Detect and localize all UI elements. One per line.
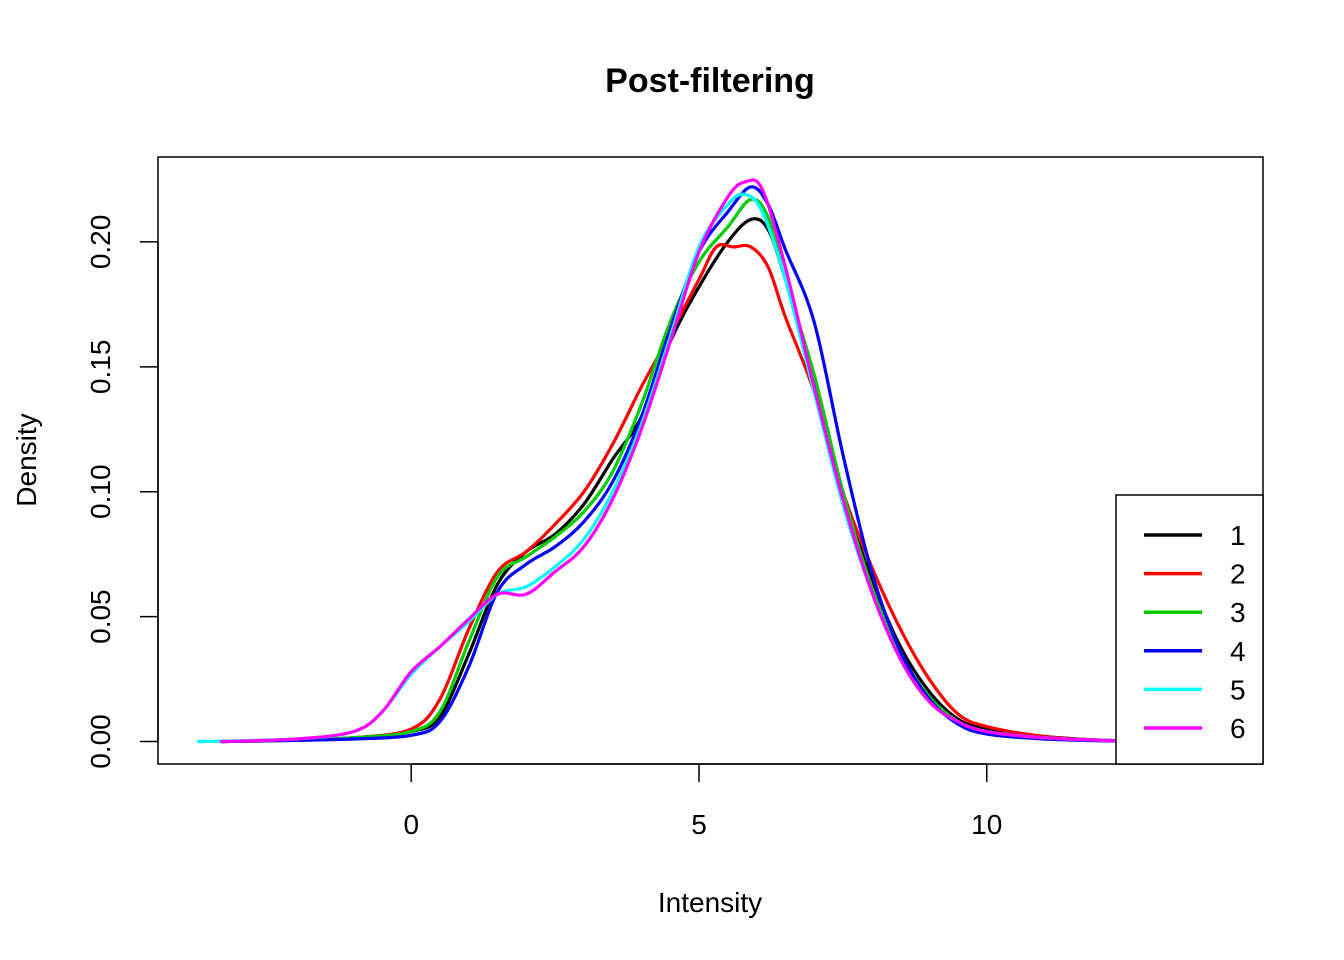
y-axis-label: Density xyxy=(11,413,42,506)
series-line-6 xyxy=(219,178,1150,744)
series-group xyxy=(196,178,1150,744)
legend-label-5: 5 xyxy=(1230,674,1246,705)
series-line-2 xyxy=(219,242,1150,744)
series-line-3 xyxy=(219,197,1150,744)
legend-label-3: 3 xyxy=(1230,597,1246,628)
y-tick-label: 0.10 xyxy=(85,464,116,518)
series-line-1 xyxy=(219,217,1150,744)
x-tick-label: 10 xyxy=(971,809,1002,840)
legend-label-6: 6 xyxy=(1230,713,1246,744)
chart-title: Post-filtering xyxy=(605,62,815,100)
y-tick-label: 0.20 xyxy=(85,215,116,270)
legend: 1 2 3 4 5 6 xyxy=(1115,494,1264,765)
legend-label-1: 1 xyxy=(1230,520,1246,551)
y-tick-label: 0.15 xyxy=(85,340,116,395)
x-axis-label: Intensity xyxy=(658,887,762,918)
legend-label-2: 2 xyxy=(1230,559,1246,590)
x-tick-label: 5 xyxy=(691,809,707,840)
y-tick-label: 0.05 xyxy=(85,589,116,644)
series-line-5 xyxy=(196,192,1150,744)
plot-area: 0 5 10 0.00 0.05 0.10 0.15 0.20 1 2 3 4 5 6 xyxy=(85,156,1264,840)
series-line-4 xyxy=(219,185,1150,744)
legend-box xyxy=(1115,494,1264,765)
y-tick-label: 0.00 xyxy=(85,714,116,769)
legend-label-4: 4 xyxy=(1230,636,1246,667)
x-tick-label: 0 xyxy=(403,809,419,840)
